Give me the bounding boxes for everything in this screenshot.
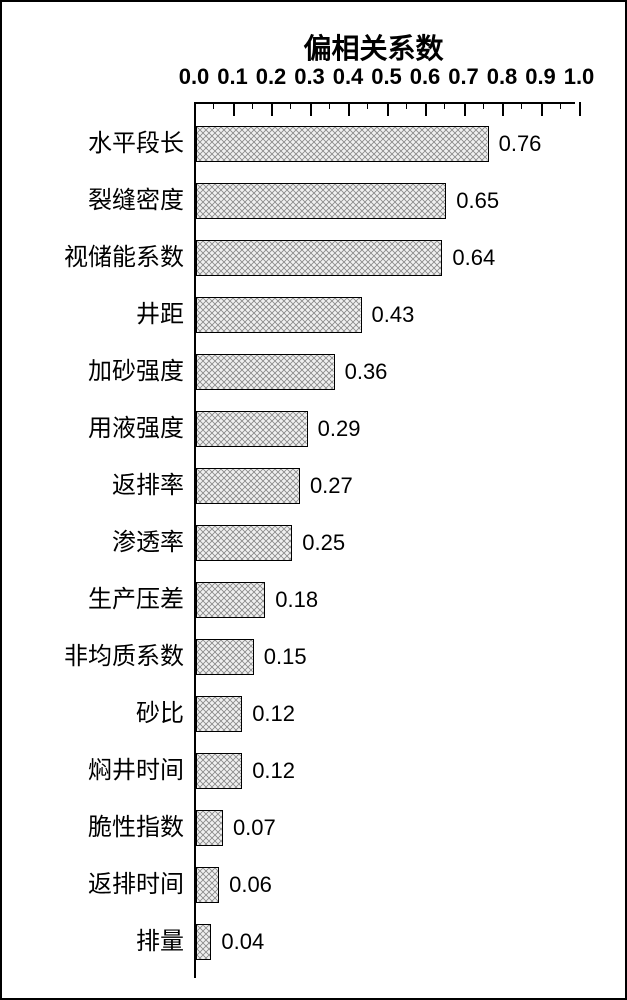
- x-axis-tick-label: 0.1: [217, 64, 248, 90]
- category-label: 生产压差: [4, 582, 184, 618]
- bar: [196, 240, 442, 276]
- x-axis-labels: 0.00.10.20.30.40.50.60.70.80.91.0: [194, 64, 575, 104]
- x-axis-tick-label: 0.7: [448, 64, 479, 90]
- chart-container: 偏相关系数 0.00.10.20.30.40.50.60.70.80.91.0 …: [0, 0, 627, 1000]
- value-label: 0.25: [302, 525, 345, 561]
- value-label: 0.06: [229, 867, 272, 903]
- bars-area: 水平段长 0.76 裂缝密度 0.65 视储能系数 0.64 井距 0.43 加砂强度 0.36 用…: [2, 114, 625, 974]
- category-label: 返排时间: [4, 867, 184, 903]
- bar-row: 生产压差 0.18: [2, 582, 625, 618]
- x-axis-tick-label: 0.5: [371, 64, 402, 90]
- bar: [196, 639, 254, 675]
- bar-row: 焖井时间 0.12: [2, 753, 625, 789]
- value-label: 0.04: [221, 924, 264, 960]
- value-label: 0.76: [499, 126, 542, 162]
- bar: [196, 126, 489, 162]
- category-label: 水平段长: [4, 126, 184, 162]
- bar-row: 非均质系数 0.15: [2, 639, 625, 675]
- bar-row: 返排率 0.27: [2, 468, 625, 504]
- value-label: 0.36: [345, 354, 388, 390]
- bar: [196, 867, 219, 903]
- bar-row: 井距 0.43: [2, 297, 625, 333]
- bar-row: 砂比 0.12: [2, 696, 625, 732]
- category-label: 井距: [4, 297, 184, 333]
- value-label: 0.15: [264, 639, 307, 675]
- category-label: 返排率: [4, 468, 184, 504]
- x-axis-tick-label: 0.9: [525, 64, 556, 90]
- x-axis-tick-label: 0.8: [487, 64, 518, 90]
- category-label: 视储能系数: [4, 240, 184, 276]
- x-axis-tick-label: 0.2: [256, 64, 287, 90]
- bar-row: 水平段长 0.76: [2, 126, 625, 162]
- bar-row: 排量 0.04: [2, 924, 625, 960]
- category-label: 用液强度: [4, 411, 184, 447]
- x-axis-tick-label: 0.4: [333, 64, 364, 90]
- value-label: 0.29: [318, 411, 361, 447]
- bar: [196, 525, 292, 561]
- bar: [196, 696, 242, 732]
- bar-row: 用液强度 0.29: [2, 411, 625, 447]
- bar-row: 加砂强度 0.36: [2, 354, 625, 390]
- value-label: 0.27: [310, 468, 353, 504]
- category-label: 非均质系数: [4, 639, 184, 675]
- category-label: 裂缝密度: [4, 183, 184, 219]
- bar-row: 返排时间 0.06: [2, 867, 625, 903]
- category-label: 加砂强度: [4, 354, 184, 390]
- x-axis-tick-label: 0.3: [294, 64, 325, 90]
- value-label: 0.12: [252, 753, 295, 789]
- bar-row: 视储能系数 0.64: [2, 240, 625, 276]
- bar-row: 脆性指数 0.07: [2, 810, 625, 846]
- chart-title: 偏相关系数: [2, 27, 625, 67]
- bar: [196, 810, 223, 846]
- x-axis-tick-label: 0.0: [179, 64, 210, 90]
- bar-row: 裂缝密度 0.65: [2, 183, 625, 219]
- value-label: 0.64: [452, 240, 495, 276]
- bar: [196, 297, 362, 333]
- bar-row: 渗透率 0.25: [2, 525, 625, 561]
- x-axis-tick-label: 1.0: [564, 64, 595, 90]
- bar: [196, 411, 308, 447]
- bar: [196, 924, 211, 960]
- category-label: 排量: [4, 924, 184, 960]
- value-label: 0.18: [275, 582, 318, 618]
- category-label: 渗透率: [4, 525, 184, 561]
- value-label: 0.65: [456, 183, 499, 219]
- bar: [196, 354, 335, 390]
- category-label: 砂比: [4, 696, 184, 732]
- category-label: 焖井时间: [4, 753, 184, 789]
- bar: [196, 753, 242, 789]
- bar: [196, 582, 265, 618]
- bar: [196, 183, 446, 219]
- value-label: 0.12: [252, 696, 295, 732]
- value-label: 0.07: [233, 810, 276, 846]
- x-axis-tick-label: 0.6: [410, 64, 441, 90]
- bar: [196, 468, 300, 504]
- value-label: 0.43: [372, 297, 415, 333]
- category-label: 脆性指数: [4, 810, 184, 846]
